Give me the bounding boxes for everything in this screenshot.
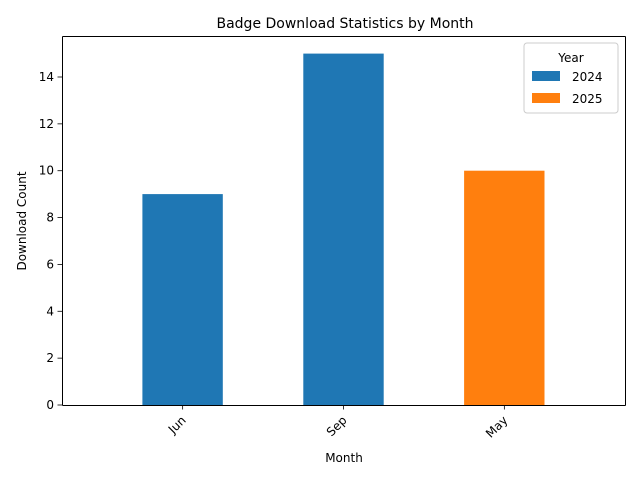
legend-title: Year: [557, 51, 583, 65]
chart-title: Badge Download Statistics by Month: [216, 16, 473, 32]
legend-label-2024: 2024: [572, 70, 603, 84]
legend-label-2025: 2025: [572, 92, 603, 106]
bars-layer: [142, 53, 545, 405]
y-tick-label: 6: [46, 257, 54, 271]
bar-sep-2024: [303, 53, 384, 405]
legend-swatch-2025: [532, 93, 560, 103]
y-tick-label: 8: [46, 211, 54, 225]
axes-frame: [62, 36, 626, 406]
legend-swatch-2024: [532, 71, 560, 81]
y-tick-label: 0: [46, 398, 54, 412]
y-tick-label: 4: [46, 304, 54, 318]
bar-jun-2024: [142, 194, 223, 405]
y-axis-ticks: 0 2 4 6 8 10 12 14: [39, 70, 62, 412]
y-tick-label: 14: [39, 70, 54, 84]
legend: Year 2024 2025: [523, 42, 619, 114]
y-axis-title: Download Count: [15, 171, 29, 270]
x-axis-title: Month: [325, 451, 363, 465]
y-tick-label: 10: [39, 164, 54, 178]
y-tick-label: 2: [46, 351, 54, 365]
y-tick-label: 12: [39, 117, 54, 131]
bar-may-2025: [464, 170, 545, 405]
